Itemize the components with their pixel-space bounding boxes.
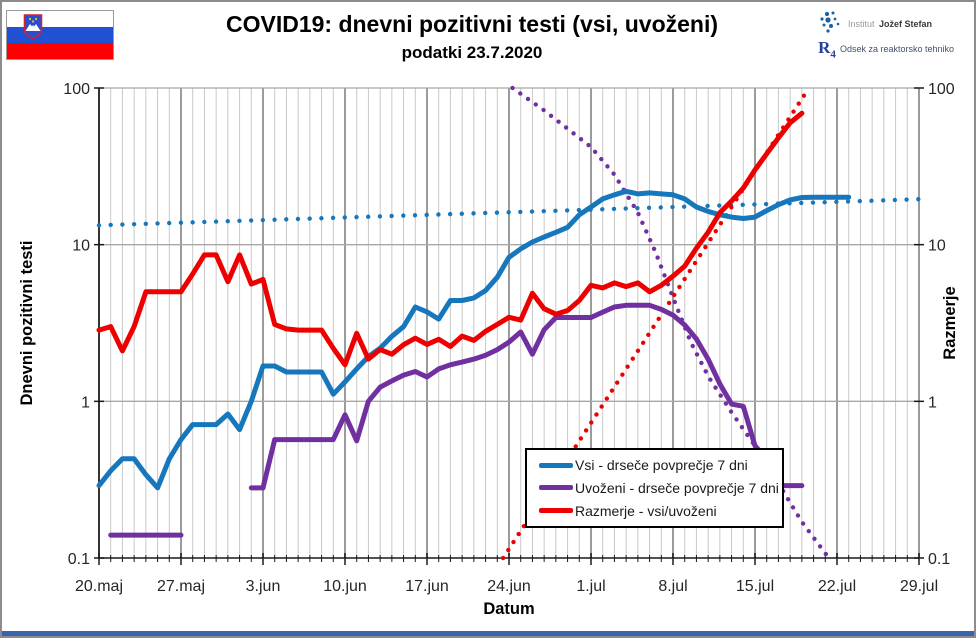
vsi-series-line[interactable] <box>96 188 852 491</box>
y-axis-tick-label: 0.1 <box>68 551 90 568</box>
r4-logo-icon: R4 <box>818 37 836 61</box>
y-axis-tick-label-right: 0.1 <box>928 551 950 568</box>
legend-label-uvozeni: Uvoženi - drseče povprečje 7 dni <box>575 479 779 496</box>
y-axis-tick-label: 100 <box>63 81 90 98</box>
x-axis-tick-label: 24.jun <box>487 578 531 595</box>
y-axis-tick-label-right: 1 <box>928 394 937 411</box>
x-axis-title: Datum <box>483 600 534 618</box>
razmerje-series-line[interactable] <box>96 110 805 368</box>
uvozeni-series-line[interactable] <box>108 302 805 538</box>
x-axis-tick-label: 15.jul <box>736 578 774 595</box>
x-axis-tick-label: 29.jul <box>900 578 938 595</box>
legend-label-vsi: Vsi - drseče povprečje 7 dni <box>575 457 748 474</box>
x-axis-tick-label: 1.jul <box>576 578 605 595</box>
ijs-dots-logo-icon <box>820 11 840 33</box>
ijs-logo-text: Institut Jožef Stefan <box>848 14 932 32</box>
razmerje-line-swatch-icon <box>539 508 573 514</box>
vsi-trend-dotted-line[interactable] <box>96 196 922 228</box>
x-axis-tick-label: 8.jul <box>658 578 687 595</box>
legend-item-razmerje[interactable]: Razmerje - vsi/uvoženi <box>539 503 782 519</box>
ijs-institut-label: Institut <box>848 19 875 29</box>
department-label: Odsek za reaktorsko tehniko <box>840 44 955 54</box>
flag-red-stripe <box>7 42 113 59</box>
y-axis-tick-label: 1 <box>81 394 90 411</box>
chart-legend: Vsi - drseče povprečje 7 dni Uvoženi - d… <box>525 448 784 528</box>
legend-label-razmerje: Razmerje - vsi/uvoženi <box>575 502 717 519</box>
chart-subtitle: podatki 23.7.2020 <box>401 42 543 62</box>
ijs-logo-row: Institut Jožef Stefan <box>814 10 964 36</box>
slovenia-coat-of-arms-icon <box>23 14 43 40</box>
r4-logo-row: R4 Odsek za reaktorsko tehniko <box>814 36 964 62</box>
x-axis-tick-label: 20.maj <box>75 578 123 595</box>
x-axis-tick-label: 27.maj <box>157 578 205 595</box>
footer-accent-bar <box>2 631 974 636</box>
y-axis-tick-label: 10 <box>72 238 90 255</box>
legend-item-uvozeni[interactable]: Uvoženi - drseče povprečje 7 dni <box>539 480 782 496</box>
y-axis-tick-label-right: 10 <box>928 238 946 255</box>
y-axis-title-right: Razmerje <box>941 286 959 359</box>
ijs-name-label: Jožef Stefan <box>878 19 932 29</box>
x-axis-tick-label: 3.jun <box>246 578 281 595</box>
legend-item-vsi[interactable]: Vsi - drseče povprečje 7 dni <box>539 457 782 473</box>
slovenia-flag <box>6 10 114 60</box>
y-axis-title-left: Dnevni pozitivni testi <box>18 240 36 405</box>
institute-logos: Institut Jožef Stefan R4 Odsek za reakto… <box>814 10 964 62</box>
vsi-line-swatch-icon <box>539 462 573 468</box>
x-axis-tick-label: 22.jul <box>818 578 856 595</box>
y-axis-tick-label-right: 100 <box>928 81 955 98</box>
chart-title: COVID19: dnevni pozitivni testi (vsi, uv… <box>225 11 719 37</box>
x-axis-tick-label: 17.jun <box>405 578 449 595</box>
chart-header: COVID19: dnevni pozitivni testi (vsi, uv… <box>142 10 802 63</box>
uvozeni-line-swatch-icon <box>539 485 573 491</box>
x-axis-tick-label: 10.jun <box>323 578 367 595</box>
